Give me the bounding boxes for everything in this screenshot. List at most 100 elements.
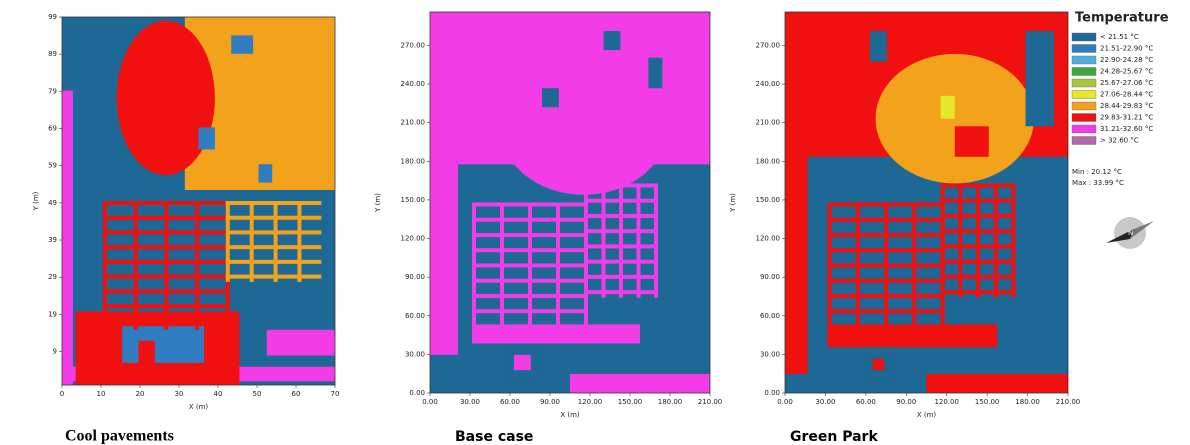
x-tick-label: 150.00 [618,398,643,406]
panel-title: Green Park [790,429,878,445]
y-tick-label: 30.00 [760,350,780,358]
y-tick-label: 180.00 [756,157,781,165]
y-tick-label: 120.00 [756,235,781,243]
panel-title: Cool pavements [65,428,174,445]
x-tick-label: 210.00 [698,398,723,406]
street [103,201,107,330]
street [528,203,532,325]
street [602,183,606,297]
heatmap-region [231,35,253,53]
legend-swatch [1072,102,1096,110]
heatmap-region [873,359,884,370]
x-tick-label: 180.00 [658,398,683,406]
street [164,201,168,330]
legend-label: 21.51-22.90 °C [1100,45,1153,53]
y-tick-label: 99 [48,13,57,21]
y-tick-label: 210.00 [401,119,426,127]
heatmap-region [648,58,662,88]
legend-label: 27.06-28.44 °C [1100,91,1153,99]
x-tick-label: 0 [60,390,64,398]
legend-label: 24.28-25.67 °C [1100,68,1153,76]
x-tick-label: 90.00 [540,398,560,406]
street [884,203,888,325]
x-tick-label: 0.00 [777,398,793,406]
heatmap-region [122,326,204,363]
heatmap-region [267,330,335,356]
x-tick-label: 50 [253,390,262,398]
legend-title: Temperature [1075,11,1169,26]
legend-swatch [1072,91,1096,99]
y-tick-label: 270.00 [401,41,426,49]
street [556,203,560,325]
y-tick-label: 49 [48,199,57,207]
legend-label: < 21.51 °C [1100,33,1139,41]
x-tick-label: 20 [136,390,145,398]
legend-label: > 32.60 °C [1100,137,1139,145]
legend-label: 22.90-24.28 °C [1100,56,1153,64]
heatmap [62,17,335,385]
x-axis-label: X (m) [917,411,937,419]
y-tick-label: 29 [48,273,57,281]
y-tick-label: 0.00 [409,389,425,397]
x-tick-label: 60 [292,390,301,398]
heatmap-region [138,341,154,363]
y-axis-label: Y (m) [374,193,382,213]
x-tick-label: 210.00 [1056,398,1081,406]
legend-swatch [1072,56,1096,64]
heatmap-region [259,164,273,182]
panel-title: Base case [455,429,533,445]
street [976,183,980,297]
legend-max: Max : 33.99 °C [1072,179,1124,187]
x-tick-label: 30.00 [460,398,480,406]
street [637,183,641,297]
street [134,201,138,330]
street [250,201,254,282]
street [958,183,962,297]
heatmap-panel: 0.00 30.00 60.00 90.00 120.00 150.00 180.00 210… [374,12,722,419]
figure: Cool pavements Base case Green Park Temp… [0,0,1190,445]
y-tick-label: 9 [53,348,57,356]
heatmap-region [604,31,621,50]
y-tick-label: 150.00 [756,196,781,204]
y-tick-label: 240.00 [756,80,781,88]
x-axis-label: X (m) [560,411,580,419]
y-tick-label: 120.00 [401,235,426,243]
legend-swatch [1072,137,1096,145]
street [994,183,998,297]
y-tick-label: 270.00 [756,41,781,49]
heatmap-region [955,126,989,156]
heatmap-region [927,374,1069,393]
y-tick-label: 90.00 [405,273,425,281]
heatmap-region [199,127,215,149]
x-tick-label: 10 [97,390,106,398]
heatmap-region [500,58,668,195]
x-tick-label: 60.00 [500,398,520,406]
heatmap-region [62,91,73,385]
heatmap-region [570,374,710,393]
y-tick-label: 60.00 [760,312,780,320]
y-tick-label: 39 [48,236,57,244]
street [856,203,860,325]
legend-label: 29.83-31.21 °C [1100,114,1153,122]
y-tick-label: 210.00 [756,119,781,127]
heatmap-region [1026,31,1054,126]
north-arrow: N [1106,217,1154,249]
street [472,203,476,325]
y-tick-label: 180.00 [401,157,426,165]
heatmap-region [542,88,559,107]
heatmap-region [785,126,808,374]
y-tick-label: 0.00 [764,389,780,397]
heatmap-region [472,324,640,343]
street [827,203,831,325]
x-tick-label: 70 [331,390,340,398]
y-tick-label: 150.00 [401,196,426,204]
heatmap-region [430,126,458,355]
y-tick-label: 30.00 [405,350,425,358]
legend-swatch [1072,125,1096,133]
legend-swatch [1072,114,1096,122]
x-tick-label: 60.00 [856,398,876,406]
x-axis-label: X (m) [189,403,209,411]
x-tick-label: 30.00 [815,398,835,406]
heatmap-region [514,355,531,370]
